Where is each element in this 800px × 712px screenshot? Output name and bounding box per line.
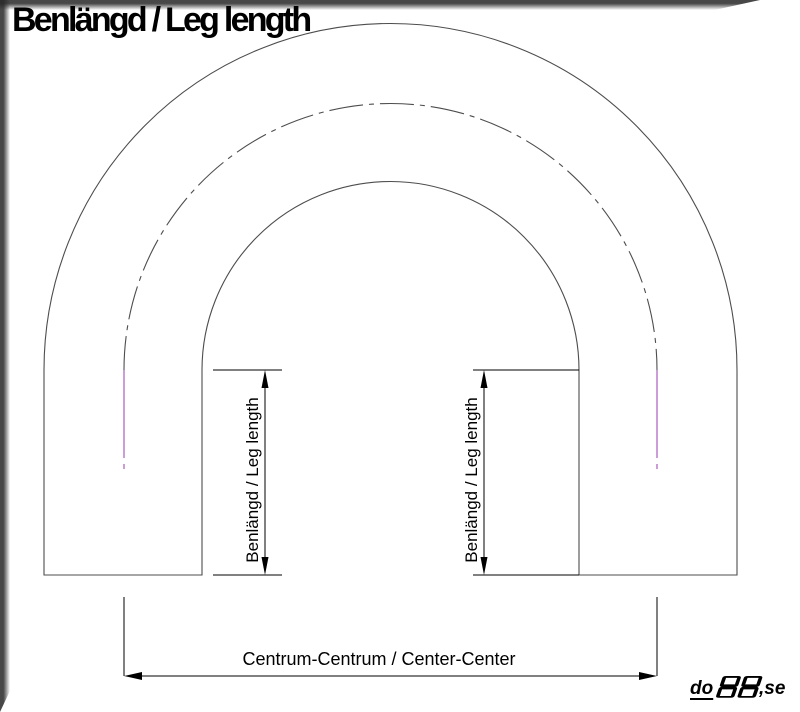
svg-text:Centrum-Centrum / Center-Cente: Centrum-Centrum / Center-Center	[242, 649, 515, 669]
svg-text:Benlängd / Leg length: Benlängd / Leg length	[243, 397, 262, 562]
svg-text:Benlängd / Leg length: Benlängd / Leg length	[462, 397, 481, 562]
